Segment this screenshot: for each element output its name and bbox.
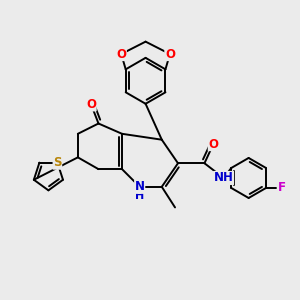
Text: H: H — [135, 190, 144, 201]
Text: O: O — [86, 98, 96, 111]
Text: N: N — [135, 180, 145, 193]
Text: O: O — [116, 47, 126, 61]
Text: O: O — [165, 47, 175, 61]
Text: O: O — [208, 138, 218, 151]
Text: NH: NH — [214, 172, 233, 184]
Text: S: S — [53, 156, 62, 169]
Text: F: F — [278, 182, 286, 194]
